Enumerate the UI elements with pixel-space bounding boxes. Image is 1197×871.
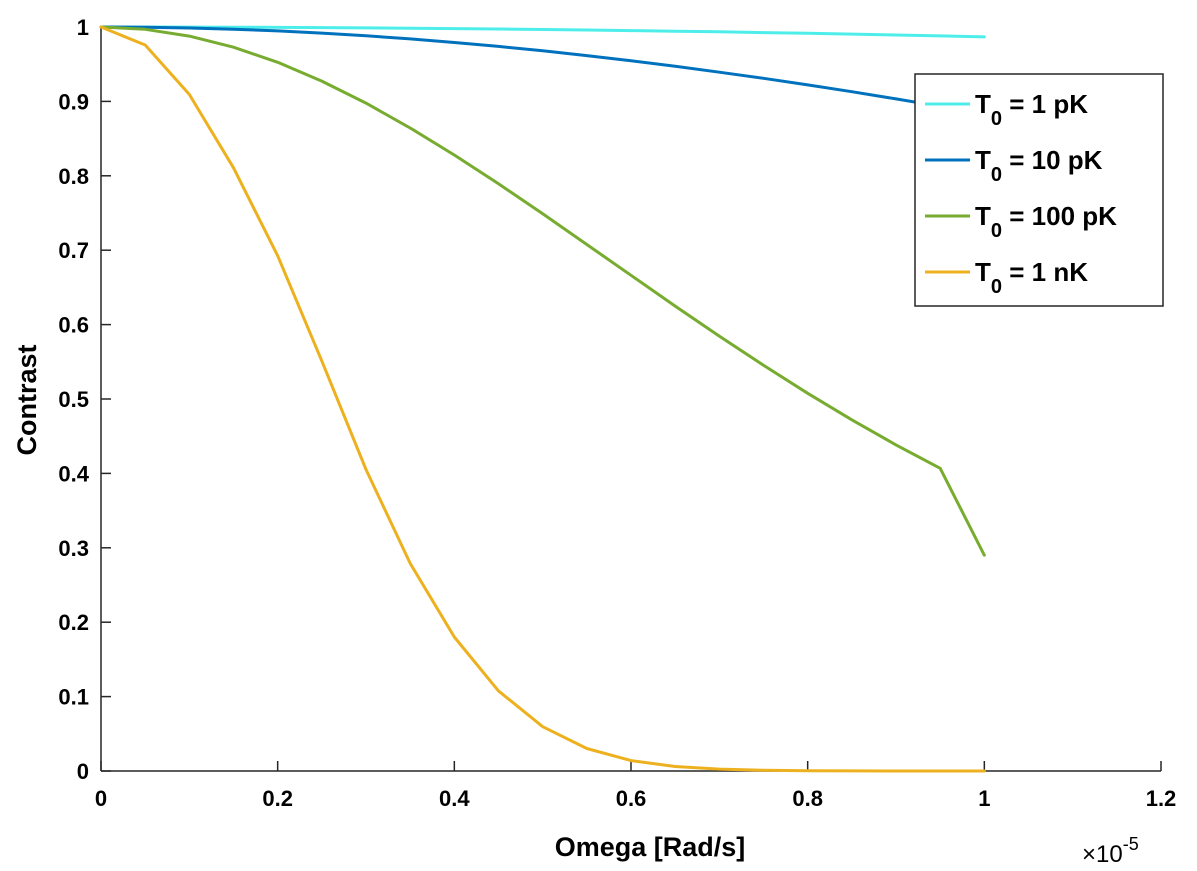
legend-label-4: T0 = 1 nK (975, 257, 1088, 298)
y-tick-label: 0.7 (58, 238, 89, 263)
legend-label-1: T0 = 1 pK (975, 89, 1088, 130)
x-axis-label: Omega [Rad/s] (555, 832, 746, 862)
legend-label-2: T0 = 10 pK (975, 145, 1103, 186)
y-tick-label: 0.1 (58, 685, 89, 710)
series-line-3 (99, 25, 986, 557)
x-tick-label: 1 (978, 786, 990, 811)
legend: T0 = 1 pK T0 = 10 pK T0 = 100 pK T0 = 1 nK (914, 73, 1164, 307)
x-tick-label: 1.2 (1146, 786, 1177, 811)
plot-area (99, 25, 986, 773)
y-tick-label: 0.8 (58, 164, 89, 189)
x-tick-label: 0.8 (792, 786, 823, 811)
x-tick-label: 0.6 (616, 786, 647, 811)
y-tick-label: 0.2 (58, 610, 89, 635)
y-tick-label: 0.3 (58, 536, 89, 561)
series-line-4 (99, 25, 986, 773)
x-axis-exponent-power: -5 (1123, 834, 1139, 854)
y-axis-label: Contrast (12, 344, 42, 455)
y-tick-label: 1 (77, 15, 89, 40)
y-tick-label: 0.9 (58, 89, 89, 114)
x-tick-label: 0.4 (439, 786, 470, 811)
y-tick-label: 0.6 (58, 313, 89, 338)
series-line-1 (99, 25, 986, 39)
x-tick-label: 0.2 (262, 786, 293, 811)
y-tick-label: 0.5 (58, 387, 89, 412)
y-tick-label: 0 (77, 759, 89, 784)
legend-label-3: T0 = 100 pK (975, 201, 1117, 242)
tick-labels: 0 0.2 0.4 0.6 0.8 1 1.2 0 0.1 0.2 0.3 0.4 0.5 0.6 0.7 0… (58, 15, 1176, 811)
y-tick-label: 0.4 (58, 461, 89, 486)
x-axis-exponent: ×10-5 (1082, 834, 1139, 868)
series-line-2 (99, 25, 986, 116)
x-tick-label: 0 (95, 786, 107, 811)
x-axis-exponent-base: ×10 (1082, 841, 1123, 868)
legend-box (914, 73, 1164, 307)
